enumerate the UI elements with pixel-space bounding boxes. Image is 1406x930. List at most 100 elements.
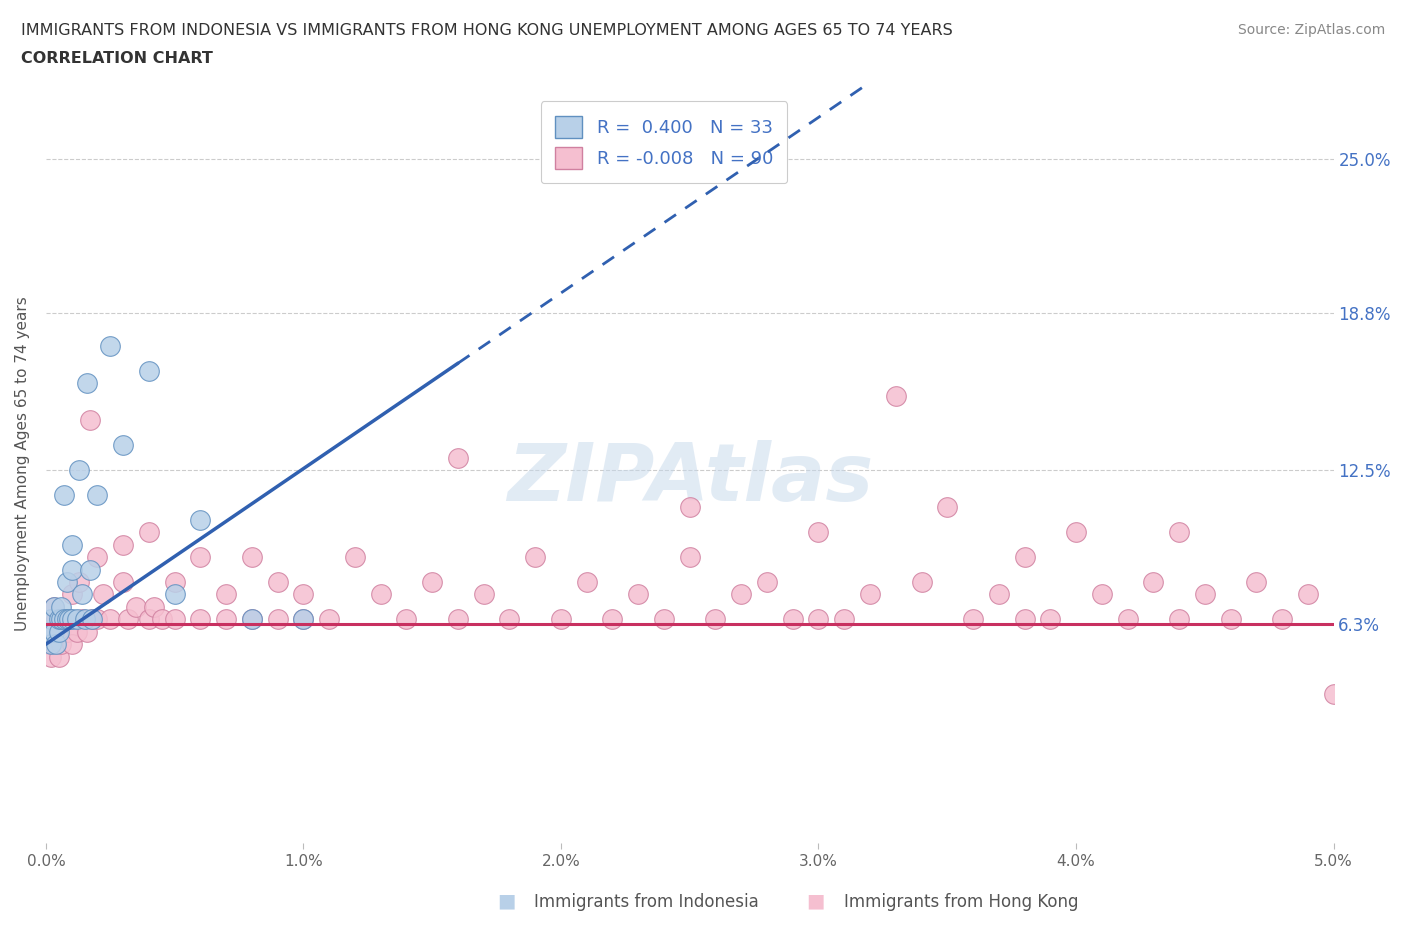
Point [73,612,96,627]
Point [1014,550,1036,565]
Point [60,562,83,577]
Point [163,612,186,627]
Point [76,376,98,391]
Point [679,500,702,515]
Point [55,624,77,639]
Point [60,637,83,652]
Point [447,612,470,627]
Text: IMMIGRANTS FROM INDONESIA VS IMMIGRANTS FROM HONG KONG UNEMPLOYMENT AMONG AGES 6: IMMIGRANTS FROM INDONESIA VS IMMIGRANTS … [21,23,953,38]
Point [447,450,470,465]
Point [112,438,135,453]
Point [1246,575,1268,590]
Point [292,587,315,602]
Point [807,612,830,627]
Point [42,624,65,639]
Point [1039,612,1062,627]
Point [69,463,91,478]
Point [190,612,212,627]
Point [936,500,959,515]
Point [1322,686,1344,701]
Point [859,587,882,602]
Point [70,587,93,602]
Point [86,550,108,565]
Point [627,587,650,602]
Point [60,612,83,627]
Point [910,575,932,590]
Point [1194,587,1216,602]
Point [163,587,186,602]
Point [163,575,186,590]
Point [55,575,77,590]
Point [76,624,98,639]
Point [240,550,263,565]
Point [79,562,101,577]
Point [215,587,238,602]
Point [58,612,80,627]
Point [498,612,520,627]
Point [756,575,779,590]
Point [60,538,83,552]
Point [91,587,114,602]
Text: Source: ZipAtlas.com: Source: ZipAtlas.com [1237,23,1385,37]
Text: ■: ■ [806,892,825,910]
Point [138,525,160,539]
Point [343,550,366,565]
Point [1219,612,1241,627]
Point [730,587,752,602]
Point [550,612,572,627]
Legend: R =  0.400   N = 33, R = -0.008   N = 90: R = 0.400 N = 33, R = -0.008 N = 90 [540,101,787,183]
Point [98,612,121,627]
Point [39,612,62,627]
Point [782,612,804,627]
Text: CORRELATION CHART: CORRELATION CHART [21,51,212,66]
Point [38,624,60,639]
Point [70,612,93,627]
Point [240,612,263,627]
Point [395,612,418,627]
Point [962,612,984,627]
Point [267,612,290,627]
Point [143,600,166,615]
Point [48,624,70,639]
Point [1014,612,1036,627]
Point [1168,525,1191,539]
Text: ■: ■ [496,892,516,910]
Point [98,339,121,353]
Point [1296,587,1319,602]
Point [86,487,108,502]
Point [45,637,67,652]
Point [602,612,624,627]
Point [42,600,65,615]
Point [292,612,315,627]
Point [679,550,702,565]
Point [112,538,135,552]
Point [884,388,907,403]
Point [86,612,108,627]
Point [420,575,443,590]
Point [215,612,238,627]
Point [51,637,73,652]
Point [524,550,547,565]
Point [832,612,855,627]
Point [318,612,340,627]
Point [240,612,263,627]
Point [575,575,598,590]
Point [267,575,290,590]
Point [704,612,727,627]
Point [45,612,67,627]
Point [472,587,495,602]
Point [82,612,104,627]
Point [66,624,89,639]
Point [150,612,173,627]
Point [53,612,76,627]
Point [112,575,135,590]
Point [60,587,83,602]
Point [55,612,77,627]
Point [190,512,212,527]
Point [51,600,73,615]
Point [190,550,212,565]
Point [58,612,80,627]
Point [1064,525,1087,539]
Point [39,624,62,639]
Point [51,612,73,627]
